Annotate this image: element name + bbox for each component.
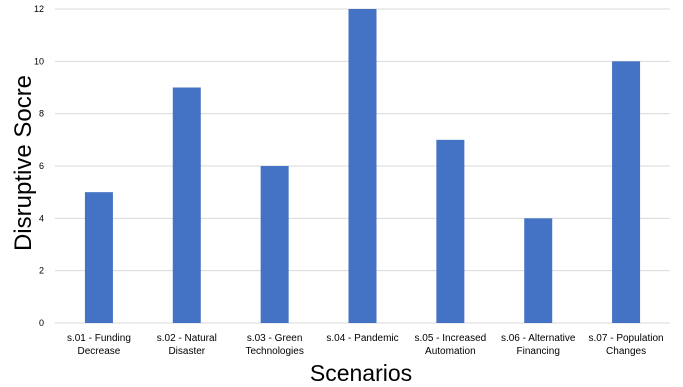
x-axis-title: Scenarios <box>310 360 412 386</box>
y-tick-label: 8 <box>39 109 44 119</box>
x-tick-label: s.02 - Natural Disaster <box>157 333 217 357</box>
y-axis-title: Disruptive Socre <box>10 75 37 251</box>
x-tick-label: s.01 - Funding Decrease <box>67 333 131 357</box>
x-tick-label: s.06 - Alternative Financing <box>501 333 576 357</box>
y-tick-label: 4 <box>39 213 44 223</box>
x-axis-category-labels: s.01 - Funding Decrease s.02 - Natural Disa… <box>67 333 664 357</box>
x-tick-label: s.04 - Pandemic <box>326 333 398 344</box>
y-tick-label: 0 <box>39 318 44 328</box>
y-tick-label: 6 <box>39 161 44 171</box>
bar-5 <box>436 139 465 323</box>
y-tick-label: 2 <box>39 266 44 276</box>
x-tick-label: s.07 - Population Changes <box>589 333 664 357</box>
bar-2 <box>172 87 201 323</box>
bar-4 <box>348 9 377 323</box>
bars <box>84 9 641 323</box>
x-tick-label: s.05 - Increased Automation <box>414 333 486 357</box>
y-tick-label: 10 <box>34 56 44 66</box>
bar-7 <box>612 61 641 323</box>
bar-3 <box>260 166 289 323</box>
bar-1 <box>84 192 113 323</box>
y-tick-label: 12 <box>34 4 44 14</box>
x-tick-label: s.03 - Green Technologies <box>245 333 303 357</box>
bar-6 <box>524 218 553 323</box>
y-axis-ticks: 0 2 4 6 8 10 12 <box>34 4 44 328</box>
